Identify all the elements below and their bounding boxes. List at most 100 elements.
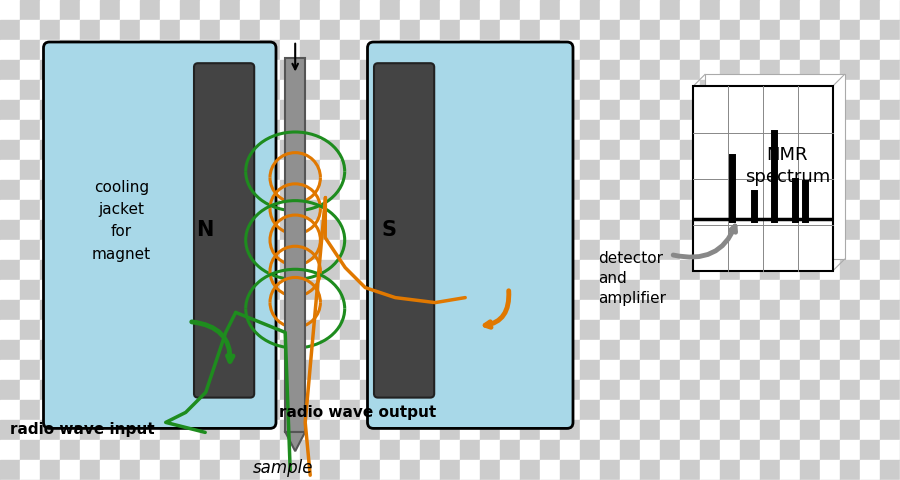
Bar xyxy=(300,20,320,40)
Bar xyxy=(60,340,80,360)
Bar xyxy=(720,320,740,340)
Bar xyxy=(780,180,800,200)
Bar xyxy=(100,420,120,440)
Bar xyxy=(460,200,480,220)
Bar xyxy=(520,60,540,80)
Bar xyxy=(600,280,620,300)
Bar xyxy=(40,320,60,340)
Bar xyxy=(320,440,340,460)
Bar xyxy=(220,320,240,340)
Bar xyxy=(520,240,540,260)
Bar xyxy=(640,160,660,180)
Bar xyxy=(300,140,320,160)
Bar xyxy=(280,0,300,20)
Bar xyxy=(720,0,740,20)
Bar xyxy=(760,300,780,320)
Bar xyxy=(40,380,60,400)
Bar xyxy=(880,0,900,20)
Bar xyxy=(820,180,840,200)
Bar xyxy=(160,60,180,80)
Bar xyxy=(140,440,160,460)
Bar xyxy=(460,420,480,440)
Bar xyxy=(400,460,420,480)
Bar xyxy=(20,340,40,360)
Bar xyxy=(200,280,220,300)
Bar xyxy=(640,380,660,400)
Bar xyxy=(580,460,600,480)
Bar xyxy=(460,320,480,340)
Bar xyxy=(180,40,200,60)
Bar xyxy=(580,300,600,320)
Bar xyxy=(760,420,780,440)
Bar xyxy=(360,320,380,340)
Bar xyxy=(540,0,560,20)
Bar xyxy=(340,380,360,400)
Bar xyxy=(660,380,680,400)
Bar xyxy=(580,100,600,120)
Bar xyxy=(280,100,300,120)
Bar xyxy=(40,360,60,380)
Bar xyxy=(780,20,800,40)
Polygon shape xyxy=(285,432,305,451)
Bar xyxy=(560,260,580,280)
Bar xyxy=(80,160,100,180)
Bar xyxy=(600,420,620,440)
Bar xyxy=(540,400,560,420)
Bar xyxy=(880,320,900,340)
Bar xyxy=(880,360,900,380)
Bar xyxy=(100,200,120,220)
Bar xyxy=(100,280,120,300)
Bar xyxy=(500,260,520,280)
Bar xyxy=(140,380,160,400)
Bar xyxy=(440,40,460,60)
Bar xyxy=(580,440,600,460)
Bar xyxy=(60,140,80,160)
Bar xyxy=(300,200,320,220)
Bar xyxy=(400,380,420,400)
Bar xyxy=(420,80,440,100)
Bar xyxy=(860,160,880,180)
Bar xyxy=(800,100,820,120)
Bar xyxy=(700,160,720,180)
Bar xyxy=(260,120,280,140)
Bar xyxy=(640,300,660,320)
Bar xyxy=(600,180,620,200)
Bar xyxy=(500,460,520,480)
Bar xyxy=(200,400,220,420)
Bar xyxy=(280,420,300,440)
Bar xyxy=(840,160,860,180)
Bar xyxy=(780,440,800,460)
Bar xyxy=(340,360,360,380)
Bar xyxy=(740,240,760,260)
Bar xyxy=(620,300,640,320)
Bar xyxy=(860,0,880,20)
Bar xyxy=(500,400,520,420)
Bar xyxy=(360,360,380,380)
Bar xyxy=(600,460,620,480)
Bar xyxy=(800,60,820,80)
Bar xyxy=(620,0,640,20)
Bar xyxy=(500,0,520,20)
Bar xyxy=(640,360,660,380)
Bar xyxy=(180,300,200,320)
Bar xyxy=(340,160,360,180)
Bar xyxy=(340,260,360,280)
Bar xyxy=(560,400,580,420)
Bar xyxy=(60,200,80,220)
Bar xyxy=(580,140,600,160)
Bar xyxy=(200,380,220,400)
Bar xyxy=(800,440,820,460)
Bar xyxy=(0,200,20,220)
Bar xyxy=(300,300,320,320)
Bar xyxy=(240,300,260,320)
Bar xyxy=(880,160,900,180)
Bar xyxy=(880,120,900,140)
Bar xyxy=(420,240,440,260)
Bar xyxy=(820,380,840,400)
Bar xyxy=(120,320,140,340)
Bar xyxy=(680,300,700,320)
Bar xyxy=(880,100,900,120)
Bar xyxy=(200,120,220,140)
Bar xyxy=(520,340,540,360)
Bar xyxy=(180,60,200,80)
